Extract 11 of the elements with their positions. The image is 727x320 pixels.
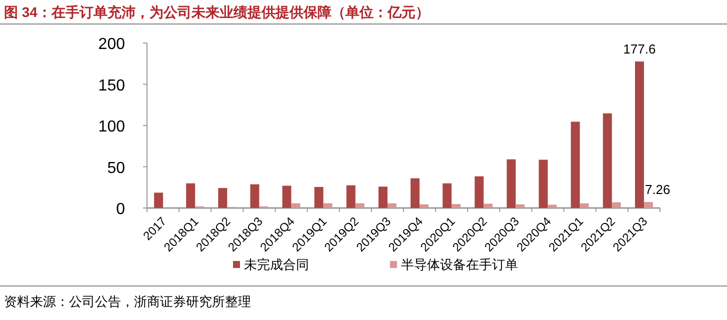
text: 资料来源：公司公告，浙商证券研究所整理 xyxy=(4,294,251,309)
y-tick-label: 200 xyxy=(98,36,126,53)
y-tick-label: 50 xyxy=(107,160,126,177)
y-tick-label: 150 xyxy=(98,77,126,94)
legend-label: 未完成合同 xyxy=(244,257,309,272)
chart-title: 图 34：在手订单充沛，为公司未来业绩提供提供保障（单位：亿元） xyxy=(4,4,430,20)
y-tick-label: 0 xyxy=(116,201,126,218)
y-tick-label: 100 xyxy=(98,118,126,136)
data-label: 177.6 xyxy=(623,41,656,56)
data-label: 7.26 xyxy=(644,182,670,198)
legend-label: 半导体设备在手订单 xyxy=(401,257,518,272)
